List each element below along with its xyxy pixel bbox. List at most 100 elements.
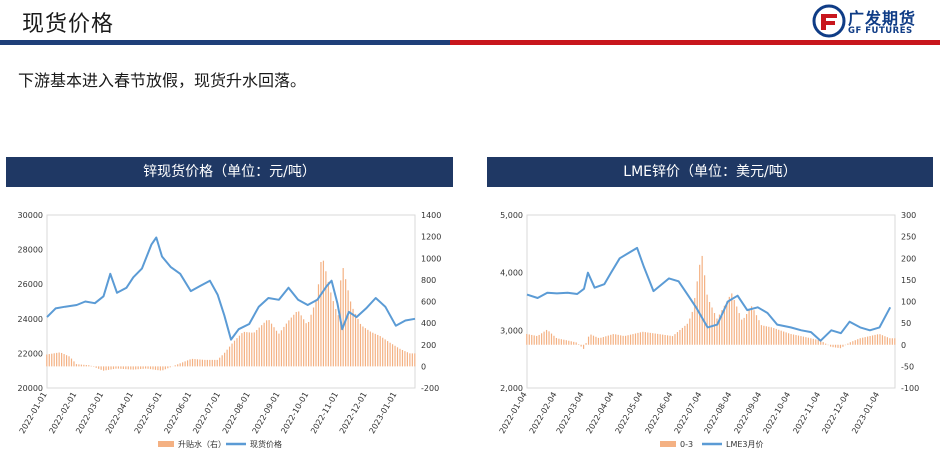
bar-mark [622, 335, 624, 345]
bar-mark [545, 329, 548, 345]
bar-mark [770, 327, 772, 345]
bar-mark [778, 329, 780, 345]
x-tick-label: 2022-03-01 [74, 391, 105, 436]
bar-mark [253, 332, 255, 367]
bar-mark [162, 366, 164, 371]
bar-mark [144, 366, 147, 369]
bar-mark [815, 339, 817, 345]
bar-mark [248, 332, 250, 367]
bar-mark [110, 366, 112, 370]
bar-mark [837, 344, 839, 348]
bar-mark [53, 353, 55, 367]
bar-mark [639, 332, 642, 345]
bar-mark [401, 349, 404, 367]
legend-bar-swatch [158, 441, 174, 447]
bar-mark [189, 359, 191, 367]
bar-mark [379, 336, 381, 367]
bar-mark [88, 365, 90, 367]
x-tick-label: 2022-06-04 [644, 391, 675, 436]
bar-mark [708, 301, 711, 345]
bar-mark [662, 334, 664, 345]
bar-mark [563, 339, 565, 345]
bar-mark [568, 340, 570, 345]
page-subtitle: 下游基本进入春节放假，现货升水回落。 [18, 71, 307, 90]
bar-mark [261, 325, 263, 367]
bar-mark [647, 332, 649, 345]
bar-mark [322, 260, 325, 367]
bar-mark [130, 366, 132, 370]
bar-mark [558, 338, 560, 345]
bar-mark [607, 335, 609, 345]
bar-mark [785, 332, 787, 345]
bar-mark [406, 352, 408, 367]
bar-mark [278, 333, 280, 367]
bar-mark [612, 334, 614, 345]
bar-mark [792, 334, 795, 345]
bar-mark [585, 343, 587, 345]
bar-mark [330, 292, 332, 367]
y-right-tick-label: 100 [901, 298, 916, 307]
bar-mark [73, 361, 75, 367]
bar-mark [795, 335, 797, 345]
bar-mark [98, 366, 100, 369]
zinc-spot-price-chart: 20000 22000 24000 26000 28000 30000 -200 0 200 40… [18, 211, 442, 449]
bar-mark [179, 363, 181, 367]
bar-mark [337, 315, 339, 367]
y-left-tick-label: 24000 [18, 315, 43, 324]
bar-mark [226, 349, 228, 367]
bar-mark [743, 317, 745, 345]
bar-mark [352, 308, 354, 367]
bar-mark [748, 310, 750, 345]
bar-mark [117, 366, 120, 369]
bar-mark [881, 335, 884, 345]
bar-mark [550, 333, 553, 345]
x-tick-label: 2022-12-04 [820, 391, 851, 436]
bar-mark [659, 334, 661, 345]
logo-name-cn: 广发期货 [848, 9, 917, 28]
bar-mark [58, 352, 60, 367]
bar-mark [75, 364, 78, 367]
bar-mark [56, 352, 58, 367]
bar-mark [295, 311, 297, 367]
bar-mark [268, 320, 270, 367]
bar-mark [103, 366, 105, 371]
bar-mark [194, 359, 196, 367]
bar-mark [354, 313, 357, 367]
bar-mark [362, 326, 364, 367]
bar-mark [115, 366, 117, 369]
bar-mark [686, 323, 688, 345]
x-tick-label: 2022-09-01 [251, 391, 282, 436]
bar-mark [802, 336, 805, 345]
bar-mark [196, 359, 199, 367]
bar-mark [573, 341, 575, 345]
bar-mark [528, 334, 530, 345]
bar-mark [285, 323, 287, 367]
bar-mark [728, 296, 730, 345]
bar-mark [864, 337, 866, 345]
bar-mark [90, 365, 92, 367]
bar-mark [758, 320, 760, 345]
bar-mark [634, 333, 637, 345]
x-tick-label: 2023-01-04 [850, 391, 881, 436]
bar-mark [177, 364, 179, 367]
logo-mark-icon [812, 4, 846, 38]
bar-mark [122, 366, 124, 369]
bar-mark [310, 314, 312, 367]
bar-mark [184, 361, 186, 367]
bar-mark [48, 354, 50, 367]
bar-mark [191, 358, 194, 367]
y-right-tick-label: 200 [901, 254, 916, 263]
bar-mark [112, 366, 115, 370]
bar-mark [733, 299, 735, 345]
logo-name-en: GF FUTURES [848, 26, 913, 36]
bar-mark [580, 344, 582, 347]
bar-mark [404, 351, 406, 367]
y-left-tick-label: 22000 [18, 349, 43, 358]
y-right-tick-label: 1200 [421, 233, 441, 242]
bar-mark [859, 338, 861, 345]
bar-mark [256, 329, 258, 367]
bar-mark [214, 359, 216, 367]
bar-mark [820, 340, 822, 345]
bar-mark [125, 366, 127, 370]
bar-mark [773, 328, 775, 345]
